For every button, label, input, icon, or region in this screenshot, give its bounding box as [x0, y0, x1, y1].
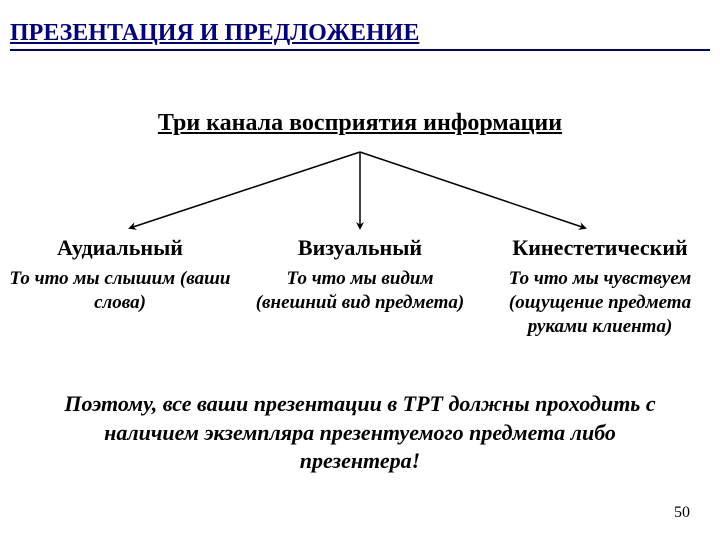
channel-name: Визуальный	[246, 235, 474, 261]
slide-title: ПРЕЗЕНТАЦИЯ И ПРЕДЛОЖЕНИЕ	[10, 20, 419, 46]
channel-auditory: Аудиальный То что мы слышим (ваши слова)	[0, 235, 240, 338]
title-bar: ПРЕЗЕНТАЦИЯ И ПРЕДЛОЖЕНИЕ	[10, 20, 710, 51]
subtitle: Три канала восприятия информации	[0, 110, 720, 137]
channel-desc: То что мы слышим (ваши слова)	[6, 267, 234, 315]
channel-desc: То что мы видим (внешний вид предмета)	[246, 267, 474, 315]
channels-row: Аудиальный То что мы слышим (ваши слова)…	[0, 235, 720, 338]
diagram-arrows	[0, 150, 720, 235]
conclusion-text: Поэтому, все ваши презентации в ТРТ долж…	[60, 390, 660, 476]
channel-name: Кинестетический	[486, 235, 714, 261]
channel-desc: То что мы чувствуем (ощущение предмета р…	[486, 267, 714, 338]
arrow-left	[130, 152, 360, 228]
slide: ПРЕЗЕНТАЦИЯ И ПРЕДЛОЖЕНИЕ Три канала вос…	[0, 0, 720, 540]
channel-name: Аудиальный	[6, 235, 234, 261]
channel-visual: Визуальный То что мы видим (внешний вид …	[240, 235, 480, 338]
channel-kinesthetic: Кинестетический То что мы чувствуем (ощу…	[480, 235, 720, 338]
page-number: 50	[674, 504, 690, 522]
arrow-right	[360, 152, 585, 228]
